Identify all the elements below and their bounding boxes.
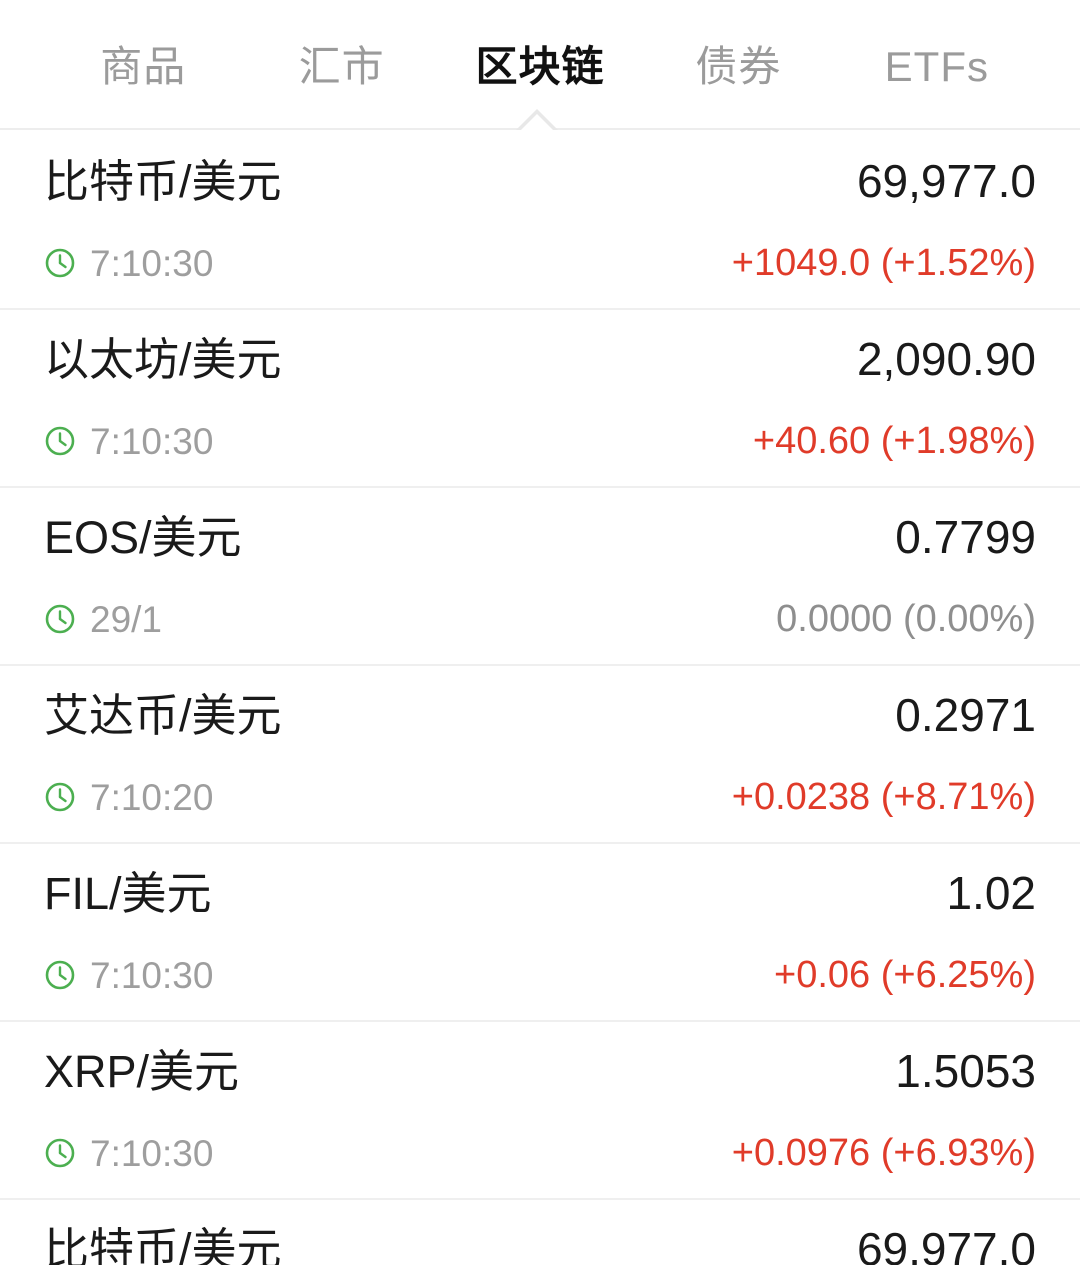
quote-symbol: FIL/美元 — [44, 868, 212, 919]
category-tabbar: 商品 汇市 区块链 债券 ETFs — [0, 0, 1080, 133]
quote-primary-line: 艾达币/美元 0.2971 — [44, 690, 1036, 758]
clock-icon — [45, 1138, 75, 1168]
quote-symbol: 比特币/美元 — [44, 1224, 282, 1265]
quote-secondary-line: 7:10:30 +0.0976 (+6.93%) — [44, 1130, 1036, 1176]
quote-symbol: EOS/美元 — [44, 512, 242, 563]
quote-change: +0.0976 (+6.93%) — [731, 1132, 1036, 1174]
quote-timestamp: 7:10:30 — [90, 420, 214, 462]
quote-row[interactable]: FIL/美元 1.02 7:10:30 +0.06 (+6.25%) — [0, 842, 1080, 1020]
quote-row[interactable]: 艾达币/美元 0.2971 7:10:20 +0.0238 (+8.71%) — [0, 664, 1080, 842]
quote-price: 1.5053 — [895, 1045, 1036, 1097]
clock-icon — [45, 782, 75, 812]
quote-primary-line: 比特币/美元 69,977.0 — [44, 156, 1036, 224]
quote-price: 69,977.0 — [856, 155, 1036, 207]
quote-timestamp: 7:10:30 — [90, 954, 214, 996]
quote-secondary-line: 29/1 0.0000 (0.00%) — [44, 596, 1036, 642]
quote-change: +40.60 (+1.98%) — [752, 420, 1036, 462]
quote-row[interactable]: 比特币/美元 69,977.0 7:10:30 +1049.0 (+1.52%) — [0, 130, 1080, 308]
quote-price: 69,977.0 — [856, 1223, 1036, 1265]
tab-etfs[interactable]: ETFs — [884, 43, 989, 90]
quote-list: 比特币/美元 69,977.0 7:10:30 +1049.0 (+1.52%)… — [0, 130, 1080, 1265]
quote-primary-line: 比特币/美元 69,977.0 — [44, 1224, 1036, 1265]
quote-row[interactable]: 比特币/美元 69,977.0 — [0, 1198, 1080, 1265]
quote-primary-line: 以太坊/美元 2,090.90 — [44, 334, 1036, 402]
quote-primary-line: EOS/美元 0.7799 — [44, 512, 1036, 580]
tab-blockchain[interactable]: 区块链 — [475, 43, 605, 90]
quote-primary-line: FIL/美元 1.02 — [44, 868, 1036, 936]
quote-price: 0.2971 — [895, 689, 1036, 741]
quote-time-group: 7:10:30 — [44, 1135, 213, 1172]
quote-row[interactable]: XRP/美元 1.5053 7:10:30 +0.0976 (+6.93%) — [0, 1020, 1080, 1198]
quote-time-group: 7:10:30 — [44, 245, 213, 282]
quote-secondary-line: 7:10:30 +0.06 (+6.25%) — [44, 952, 1036, 998]
quote-row[interactable]: 以太坊/美元 2,090.90 7:10:30 +40.60 (+1.98%) — [0, 308, 1080, 486]
tab-forex[interactable]: 汇市 — [298, 43, 385, 90]
quote-symbol: 艾达币/美元 — [44, 690, 282, 741]
quote-time-group: 7:10:20 — [44, 779, 213, 816]
quote-price: 1.02 — [946, 867, 1036, 919]
quote-price: 0.7799 — [895, 511, 1036, 563]
clock-icon — [45, 604, 75, 634]
tab-commodities[interactable]: 商品 — [100, 43, 187, 90]
quote-secondary-line: 7:10:30 +1049.0 (+1.52%) — [44, 240, 1036, 286]
quote-symbol: 以太坊/美元 — [44, 334, 282, 385]
quote-time-group: 7:10:30 — [44, 957, 213, 994]
quote-row[interactable]: EOS/美元 0.7799 29/1 0.0000 (0.00%) — [0, 486, 1080, 664]
quote-timestamp: 7:10:20 — [90, 776, 214, 818]
quote-change: +0.06 (+6.25%) — [774, 954, 1036, 996]
clock-icon — [45, 960, 75, 990]
quote-timestamp: 7:10:30 — [90, 242, 214, 284]
quote-change: 0.0000 (0.00%) — [776, 598, 1036, 640]
quote-time-group: 7:10:30 — [44, 423, 213, 460]
quote-change: +0.0238 (+8.71%) — [731, 776, 1036, 818]
quote-secondary-line: 7:10:20 +0.0238 (+8.71%) — [44, 774, 1036, 820]
quote-secondary-line: 7:10:30 +40.60 (+1.98%) — [44, 418, 1036, 464]
quote-symbol: 比特币/美元 — [44, 156, 282, 207]
tab-bonds[interactable]: 债券 — [695, 43, 782, 90]
quote-change: +1049.0 (+1.52%) — [731, 242, 1036, 284]
quote-timestamp: 29/1 — [90, 598, 163, 640]
quote-symbol: XRP/美元 — [44, 1046, 240, 1097]
caret-up-icon-fill — [518, 114, 556, 133]
clock-icon — [45, 248, 75, 278]
quote-price: 2,090.90 — [856, 333, 1036, 385]
clock-icon — [45, 426, 75, 456]
quote-time-group: 29/1 — [44, 601, 162, 638]
quote-primary-line: XRP/美元 1.5053 — [44, 1046, 1036, 1114]
quote-timestamp: 7:10:30 — [90, 1132, 214, 1174]
